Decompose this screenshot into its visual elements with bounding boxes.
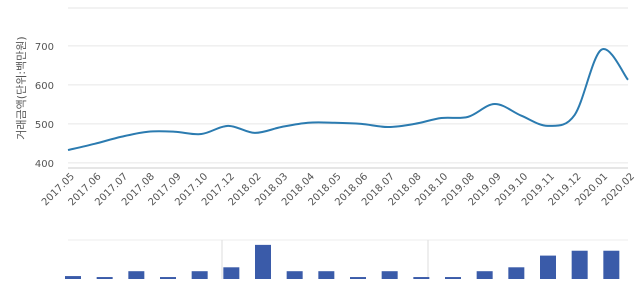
bar: [286, 271, 303, 279]
bar: [223, 267, 240, 279]
y-tick-label: 400: [35, 159, 54, 170]
bar: [603, 250, 620, 279]
y-tick-label: 600: [35, 81, 54, 92]
y-tick-label: 700: [35, 42, 54, 53]
bar: [318, 271, 335, 279]
y-tick-label: 500: [35, 120, 54, 131]
bar: [445, 277, 461, 279]
bar: [191, 271, 208, 279]
bar: [508, 267, 525, 279]
bar: [128, 271, 145, 279]
line: [67, 48, 629, 152]
bar: [381, 271, 398, 279]
bar: [476, 271, 493, 279]
bar: [540, 255, 556, 279]
bar: [65, 276, 81, 279]
y-axis-label: 거래금액(단위:백만원): [15, 36, 28, 139]
bar: [413, 277, 430, 279]
bar: [96, 277, 113, 279]
bar: [255, 244, 271, 279]
bar: [160, 277, 176, 279]
bar: [350, 277, 366, 279]
bar: [571, 250, 588, 279]
